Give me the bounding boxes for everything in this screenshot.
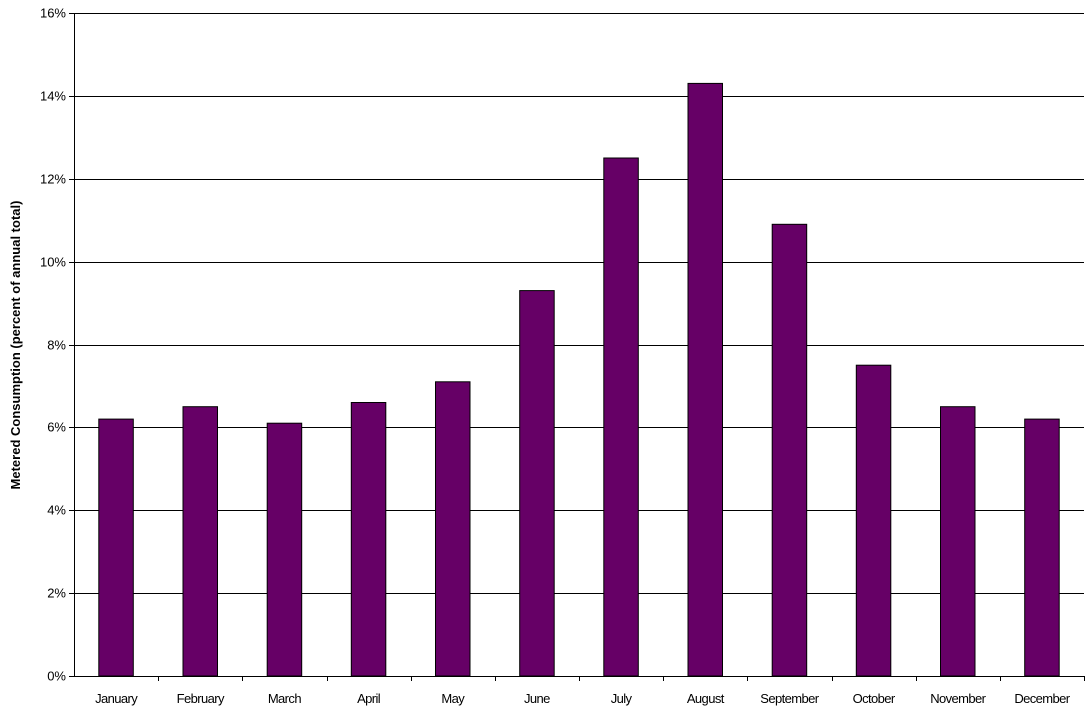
- bar-november: [940, 406, 976, 677]
- y-tick-label: 2%: [47, 586, 66, 601]
- bar-april: [350, 402, 387, 677]
- bar-june: [519, 290, 555, 677]
- bar-july: [603, 157, 639, 677]
- y-tick-label: 8%: [47, 338, 66, 353]
- x-tick-label: November: [930, 691, 986, 706]
- x-tick-label: August: [687, 691, 725, 706]
- y-tick-label: 0%: [47, 669, 66, 684]
- axes: [74, 13, 1084, 677]
- x-tick-label: October: [853, 691, 896, 706]
- bar-may: [435, 381, 471, 677]
- y-tick-label: 16%: [40, 6, 66, 21]
- x-axis-ticks: January February March April May June July Augu…: [95, 676, 1085, 706]
- y-tick-label: 12%: [40, 172, 66, 187]
- bar-october: [855, 364, 892, 677]
- x-tick-label: February: [177, 691, 225, 706]
- gridlines: [74, 13, 1084, 594]
- bar-february: [182, 406, 218, 677]
- bar-september: [771, 223, 808, 677]
- x-tick-label: July: [611, 691, 633, 706]
- bar-march: [266, 422, 303, 677]
- x-tick-label: January: [95, 691, 138, 706]
- y-tick-label: 14%: [40, 89, 66, 104]
- x-tick-label: September: [760, 691, 819, 706]
- y-axis-ticks: 0% 2% 4% 6% 8% 10% 12% 14% 16%: [40, 6, 74, 684]
- y-tick-label: 10%: [40, 255, 66, 270]
- bars: [98, 82, 1060, 677]
- y-axis-title: Metered Consumption (percent of annual t…: [8, 201, 23, 490]
- x-tick-label: April: [357, 691, 381, 706]
- x-tick-label: December: [1014, 691, 1070, 706]
- y-tick-label: 4%: [47, 503, 66, 518]
- bar-january: [98, 418, 134, 677]
- y-tick-label: 6%: [47, 420, 66, 435]
- bar-august: [687, 82, 723, 677]
- bar-december: [1024, 418, 1060, 677]
- x-tick-label: May: [441, 691, 465, 706]
- x-tick-label: March: [268, 691, 301, 706]
- x-tick-label: June: [524, 691, 550, 706]
